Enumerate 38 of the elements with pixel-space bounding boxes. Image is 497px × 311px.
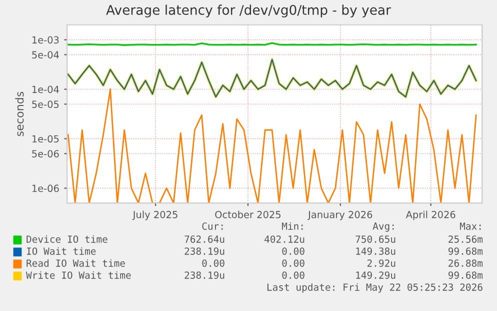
y-tick-label: 5e-06 bbox=[32, 150, 59, 158]
legend-label: IO Wait time bbox=[26, 247, 96, 255]
text: 750.65u bbox=[356, 235, 396, 243]
y-tick-label: 1e-03 bbox=[32, 36, 59, 44]
text: 762.64u bbox=[184, 235, 224, 243]
chart-title: Average latency for /dev/vg0/tmp - by year bbox=[106, 4, 391, 18]
legend-label: Read IO Wait time bbox=[26, 259, 125, 267]
text: Avg: bbox=[372, 222, 394, 232]
text: 99.68m bbox=[448, 247, 483, 255]
y-tick-label: 1e-04 bbox=[32, 86, 59, 94]
text: 26.88m bbox=[448, 259, 483, 267]
text: 0.00 bbox=[282, 259, 304, 267]
text: 238.19u bbox=[184, 271, 224, 279]
x-tick-label: July 2025 bbox=[132, 210, 178, 220]
text: 25.56m bbox=[448, 235, 483, 243]
text: Min: bbox=[282, 222, 303, 230]
text: 402.12u bbox=[264, 235, 304, 243]
text: 149.29u bbox=[356, 271, 396, 279]
text: Max: bbox=[460, 222, 481, 230]
text: 0.00 bbox=[202, 259, 224, 267]
y-tick-label: 1e-06 bbox=[32, 184, 59, 192]
x-tick-label: October 2025 bbox=[215, 210, 280, 218]
text: 2.92u bbox=[367, 259, 396, 267]
text: 149.38u bbox=[356, 247, 396, 255]
legend-label: Write IO Wait time bbox=[26, 271, 131, 279]
text: Cur: bbox=[202, 222, 223, 230]
y-tick-label: 1e-05 bbox=[32, 135, 59, 143]
text: 0.00 bbox=[282, 247, 304, 255]
legend-label: Device IO time bbox=[26, 235, 108, 243]
text: 99.68m bbox=[448, 271, 483, 279]
y-tick-label: 5e-04 bbox=[32, 51, 59, 58]
x-tick-label: January 2026 bbox=[308, 210, 372, 220]
text: Last update: Fri May 22 05:25:23 2026 bbox=[267, 283, 482, 293]
text: 0.00 bbox=[282, 271, 304, 279]
x-tick-label: April 2026 bbox=[406, 210, 456, 220]
y-tick-label: 5e-05 bbox=[32, 100, 59, 108]
y-axis-title: seconds bbox=[15, 92, 24, 136]
text: 238.19u bbox=[184, 247, 224, 255]
